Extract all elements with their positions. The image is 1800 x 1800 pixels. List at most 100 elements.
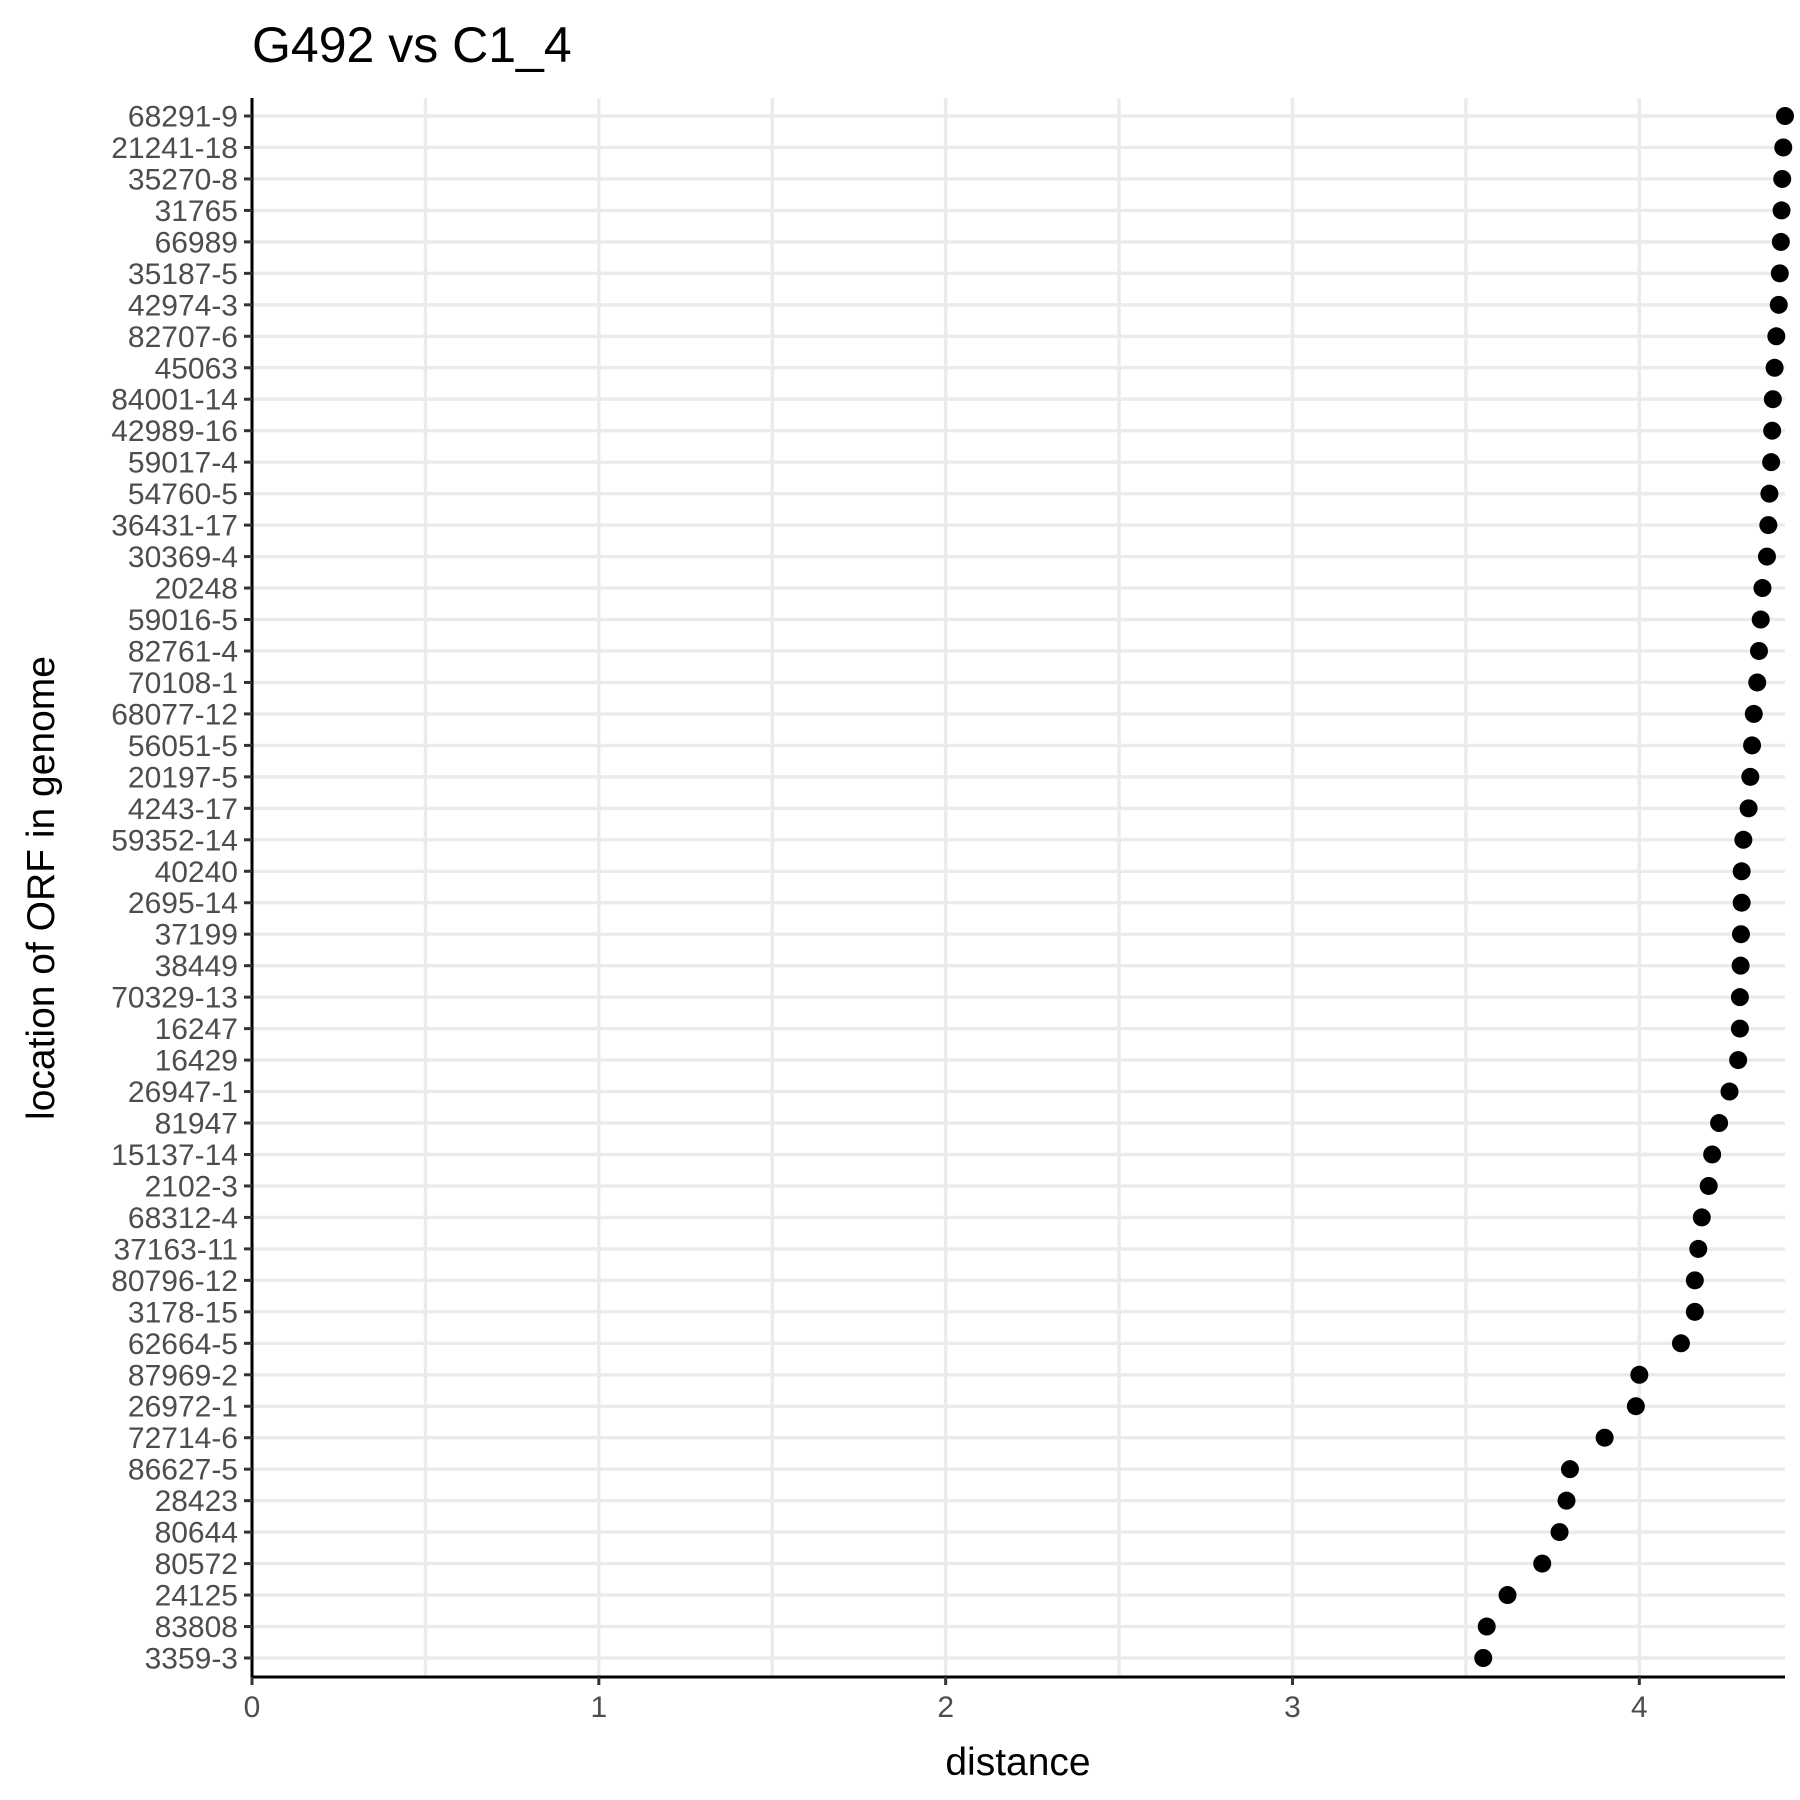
y-tick-label: 30369-4	[128, 541, 238, 574]
y-tick-label: 68312-4	[128, 1202, 238, 1235]
data-point	[1732, 893, 1751, 912]
data-point	[1730, 1019, 1749, 1038]
data-point	[1720, 1082, 1739, 1101]
y-tick-label: 16429	[155, 1045, 238, 1078]
y-tick-label: 2695-14	[128, 887, 238, 920]
y-tick-label: 35270-8	[128, 163, 238, 196]
data-point	[1741, 767, 1760, 786]
y-tick-label: 84001-14	[111, 384, 238, 417]
y-tick-label: 37199	[155, 919, 238, 952]
y-tick-label: 87969-2	[128, 1359, 238, 1392]
data-point	[1739, 799, 1758, 818]
data-point	[1703, 1145, 1722, 1164]
y-tick-label: 83808	[155, 1611, 238, 1644]
data-point	[1731, 956, 1750, 975]
data-points	[1474, 107, 1794, 1667]
y-tick-label: 4243-17	[128, 793, 238, 826]
data-point	[1732, 862, 1751, 881]
y-tick-label: 21241-18	[111, 132, 238, 165]
y-tick-label: 38449	[155, 950, 238, 983]
y-tick-label: 3178-15	[128, 1296, 238, 1329]
y-tick-label: 86627-5	[128, 1454, 238, 1487]
chart-title: G492 vs C1_4	[252, 17, 572, 73]
y-tick-label: 26947-1	[128, 1076, 238, 1109]
y-tick-label: 80572	[155, 1548, 238, 1581]
data-point	[1550, 1523, 1569, 1542]
y-tick-label: 20248	[155, 573, 238, 606]
data-point	[1770, 264, 1789, 283]
y-tick-label: 80644	[155, 1517, 238, 1550]
axes	[244, 98, 1785, 1685]
data-point	[1626, 1397, 1645, 1416]
y-tick-label: 16247	[155, 1013, 238, 1046]
y-tick-label: 42974-3	[128, 289, 238, 322]
y-tick-label: 54760-5	[128, 478, 238, 511]
data-point	[1749, 641, 1768, 660]
data-point	[1763, 390, 1782, 409]
x-tick-label: 1	[590, 1691, 607, 1724]
data-point	[1759, 516, 1778, 535]
data-point	[1744, 704, 1763, 723]
data-point	[1557, 1491, 1576, 1510]
data-point	[1771, 232, 1790, 251]
y-tick-labels: 68291-921241-1835270-8317656698935187-54…	[111, 101, 238, 1676]
y-tick-label: 31765	[155, 195, 238, 228]
data-point	[1729, 1051, 1748, 1070]
y-tick-label: 81947	[155, 1108, 238, 1141]
data-point	[1773, 169, 1792, 188]
y-tick-label: 66989	[155, 226, 238, 259]
data-point	[1769, 295, 1788, 314]
y-tick-label: 26972-1	[128, 1391, 238, 1424]
y-tick-label: 3359-3	[145, 1643, 238, 1676]
data-point	[1474, 1649, 1493, 1667]
data-point	[1730, 988, 1749, 1007]
x-tick-label: 2	[937, 1691, 954, 1724]
data-point	[1685, 1302, 1704, 1321]
y-tick-label: 59016-5	[128, 604, 238, 637]
y-tick-label: 68291-9	[128, 101, 238, 134]
y-tick-label: 36431-17	[111, 510, 238, 543]
y-tick-label: 80796-12	[111, 1265, 238, 1298]
data-point	[1671, 1334, 1690, 1353]
y-tick-label: 40240	[155, 856, 238, 889]
x-tick-label: 0	[244, 1691, 261, 1724]
data-point	[1692, 1208, 1711, 1227]
data-point	[1533, 1554, 1552, 1573]
x-tick-labels: 0 1 2 3 4	[244, 1691, 1648, 1724]
y-tick-label: 15137-14	[111, 1139, 238, 1172]
data-point	[1630, 1365, 1649, 1384]
y-tick-label: 62664-5	[128, 1328, 238, 1361]
data-point	[1734, 830, 1753, 849]
y-tick-label: 42989-16	[111, 415, 238, 448]
x-tick-label: 4	[1631, 1691, 1648, 1724]
data-point	[1772, 201, 1791, 220]
data-point	[1560, 1460, 1579, 1479]
y-tick-label: 59017-4	[128, 447, 238, 480]
y-tick-label: 2102-3	[145, 1170, 238, 1203]
data-point	[1753, 579, 1772, 598]
data-point	[1699, 1176, 1718, 1195]
y-tick-label: 70329-13	[111, 982, 238, 1015]
data-point	[1685, 1271, 1704, 1290]
y-tick-label: 45063	[155, 352, 238, 385]
data-point	[1748, 673, 1767, 692]
data-point	[1776, 107, 1794, 125]
y-tick-label: 24125	[155, 1580, 238, 1613]
y-tick-label: 72714-6	[128, 1422, 238, 1455]
data-point	[1774, 138, 1793, 157]
data-point	[1498, 1586, 1517, 1605]
y-tick-label: 59352-14	[111, 824, 238, 857]
data-point	[1710, 1114, 1729, 1133]
y-tick-label: 82707-6	[128, 321, 238, 354]
data-point	[1731, 925, 1750, 944]
data-point	[1595, 1428, 1614, 1447]
data-point	[1762, 453, 1781, 472]
y-tick-label: 35187-5	[128, 258, 238, 291]
y-tick-label: 70108-1	[128, 667, 238, 700]
grid	[250, 98, 1785, 1677]
y-tick-label: 82761-4	[128, 635, 238, 668]
data-point	[1689, 1239, 1708, 1258]
y-tick-label: 68077-12	[111, 698, 238, 731]
